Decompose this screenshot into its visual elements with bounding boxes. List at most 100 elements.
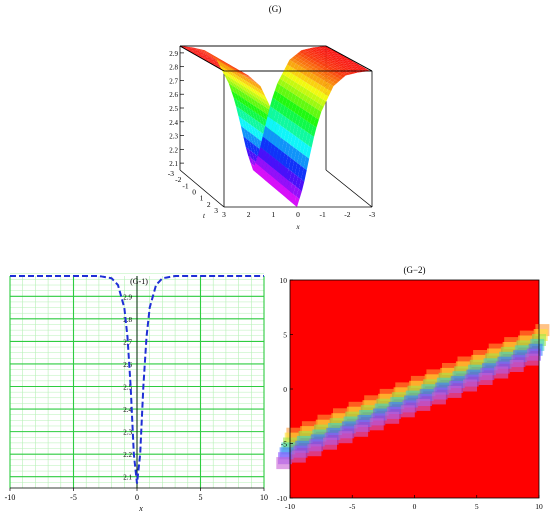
- surface-facet: [217, 59, 223, 64]
- surface-facet: [288, 158, 295, 172]
- surface-facet: [226, 62, 232, 67]
- surface-facet: [290, 68, 297, 75]
- surface-facet: [335, 57, 341, 60]
- surface-facet: [340, 59, 347, 62]
- surface-facet: [300, 109, 307, 119]
- surface-facet: [329, 56, 336, 59]
- surface-facet: [228, 70, 234, 77]
- surface-facet: [251, 80, 258, 85]
- surface-facet: [272, 132, 278, 147]
- surface-facet: [264, 151, 270, 164]
- surface-facet: [280, 127, 287, 140]
- band-cell: [463, 379, 477, 392]
- surface-facet: [326, 61, 332, 65]
- surface-facet: [317, 50, 324, 54]
- z-tick-label: 2.9: [169, 50, 178, 58]
- surface-facet: [235, 71, 241, 78]
- surface-facet: [339, 71, 345, 74]
- surface-facet: [308, 55, 315, 60]
- surface-facet: [277, 112, 283, 126]
- band-cell: [385, 411, 400, 424]
- surface-facet: [270, 156, 277, 169]
- surface-facet: [290, 93, 297, 103]
- x-tick-label: 10: [260, 493, 268, 502]
- surface-facet: [182, 46, 189, 49]
- surface-facet: [295, 61, 302, 66]
- surface-facet: [247, 95, 254, 106]
- surface-facet: [243, 98, 250, 109]
- surface-facet: [202, 50, 209, 54]
- surface-facet: [284, 188, 291, 200]
- surface-facet: [313, 88, 320, 96]
- surface-facet: [231, 66, 238, 71]
- band-cell: [291, 450, 306, 463]
- surface-facet: [249, 108, 255, 120]
- z-tick-label: 2.5: [169, 105, 178, 113]
- surface-facet: [319, 85, 325, 93]
- surface-facet: [334, 64, 341, 68]
- surface-facet: [325, 68, 331, 73]
- surface-facet: [241, 74, 248, 82]
- x-tick-label: 2: [247, 210, 251, 219]
- surface-facet: [328, 51, 334, 54]
- surface-facet: [295, 114, 301, 126]
- surface-facet: [279, 103, 286, 115]
- surface-facet: [283, 117, 289, 130]
- surface-facet: [282, 106, 289, 118]
- band-cell: [447, 385, 462, 398]
- surface-facet: [316, 90, 323, 98]
- surface-facet: [189, 47, 196, 50]
- surface-facet: [281, 87, 287, 97]
- x-tick-label: 5: [475, 502, 479, 511]
- surface-facet: [209, 53, 216, 58]
- surface-facet: [334, 62, 340, 65]
- surface-facet: [337, 64, 343, 67]
- surface-facet: [335, 67, 342, 70]
- band-cell: [478, 373, 493, 385]
- z-tick-label: 2.7: [169, 77, 178, 85]
- surface-facet: [262, 111, 269, 122]
- surface-facet: [244, 93, 250, 103]
- surface-facet: [250, 97, 257, 108]
- surface-facet: [309, 72, 315, 80]
- surface-facet: [250, 125, 257, 138]
- surface-facet: [338, 61, 345, 64]
- surface-facet: [245, 87, 252, 95]
- surface-facet: [299, 92, 305, 100]
- surface-facet: [302, 130, 308, 144]
- surface-facet: [325, 72, 332, 77]
- surface-facet: [313, 54, 320, 57]
- surface-facet: [273, 99, 279, 111]
- surface-facet: [219, 61, 226, 69]
- surface-facet: [201, 52, 208, 56]
- surface-facet: [318, 78, 325, 86]
- surface-facet: [291, 102, 297, 113]
- surface-facet: [243, 82, 249, 90]
- surface-facet: [213, 62, 219, 65]
- surface-facet: [244, 79, 250, 87]
- surface-facet: [315, 109, 322, 120]
- y-tick-label: 2.5: [123, 384, 132, 392]
- surface-facet: [361, 67, 367, 70]
- surface-facet: [293, 88, 299, 96]
- surface-facet: [274, 83, 281, 93]
- surface-facet: [276, 161, 283, 174]
- surface-facet: [312, 74, 318, 82]
- surface-facet: [337, 66, 344, 69]
- surface-facet: [322, 70, 329, 75]
- surface-facet: [242, 110, 248, 123]
- surface-facet: [277, 78, 283, 86]
- y-tick-label: 2.3: [123, 429, 132, 437]
- surface-facet: [188, 48, 194, 51]
- surface-facet: [342, 63, 348, 66]
- surface-facet: [310, 125, 317, 137]
- surface-facet: [311, 70, 318, 75]
- surface-facet: [243, 74, 250, 79]
- surface-facet: [213, 64, 220, 67]
- surface-facet: [266, 141, 273, 155]
- surface-facet: [308, 47, 315, 51]
- surface-facet: [223, 61, 229, 65]
- surface-facet: [331, 55, 338, 58]
- surface-facet: [242, 71, 248, 76]
- surface-facet: [301, 118, 308, 131]
